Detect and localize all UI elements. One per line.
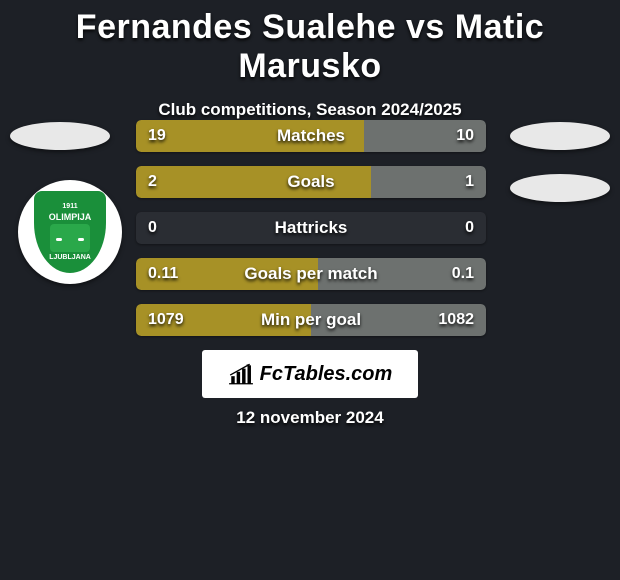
date-label: 12 november 2024 bbox=[0, 408, 620, 428]
stat-label: Min per goal bbox=[136, 310, 486, 330]
crest-year: 1911 bbox=[62, 203, 77, 210]
player-right-avatar-placeholder-2 bbox=[510, 174, 610, 202]
stat-row: 21Goals bbox=[136, 166, 486, 198]
brand-badge: FcTables.com bbox=[202, 350, 418, 398]
stat-row: 0.110.1Goals per match bbox=[136, 258, 486, 290]
stat-label: Goals per match bbox=[136, 264, 486, 284]
bar-chart-icon bbox=[228, 363, 254, 385]
brand-text: FcTables.com bbox=[260, 363, 393, 386]
stat-row: 1910Matches bbox=[136, 120, 486, 152]
stat-label: Hattricks bbox=[136, 218, 486, 238]
crest-dragon-icon bbox=[50, 224, 90, 252]
player-left-avatar-placeholder bbox=[10, 122, 110, 150]
club-crest: 1911 OLIMPIJA LJUBLJANA bbox=[18, 180, 122, 284]
crest-club-name: OLIMPIJA bbox=[49, 212, 92, 222]
stat-label: Goals bbox=[136, 172, 486, 192]
club-crest-shield: 1911 OLIMPIJA LJUBLJANA bbox=[34, 191, 106, 273]
stat-row: 10791082Min per goal bbox=[136, 304, 486, 336]
page-subtitle: Club competitions, Season 2024/2025 bbox=[0, 100, 620, 120]
stat-label: Matches bbox=[136, 126, 486, 146]
crest-city: LJUBLJANA bbox=[49, 254, 91, 261]
page-title: Fernandes Sualehe vs Matic Marusko bbox=[0, 0, 620, 86]
stats-container: 1910Matches 21Goals 00Hattricks 0.110.1Goal… bbox=[136, 120, 486, 350]
player-right-avatar-placeholder-1 bbox=[510, 122, 610, 150]
stat-row: 00Hattricks bbox=[136, 212, 486, 244]
